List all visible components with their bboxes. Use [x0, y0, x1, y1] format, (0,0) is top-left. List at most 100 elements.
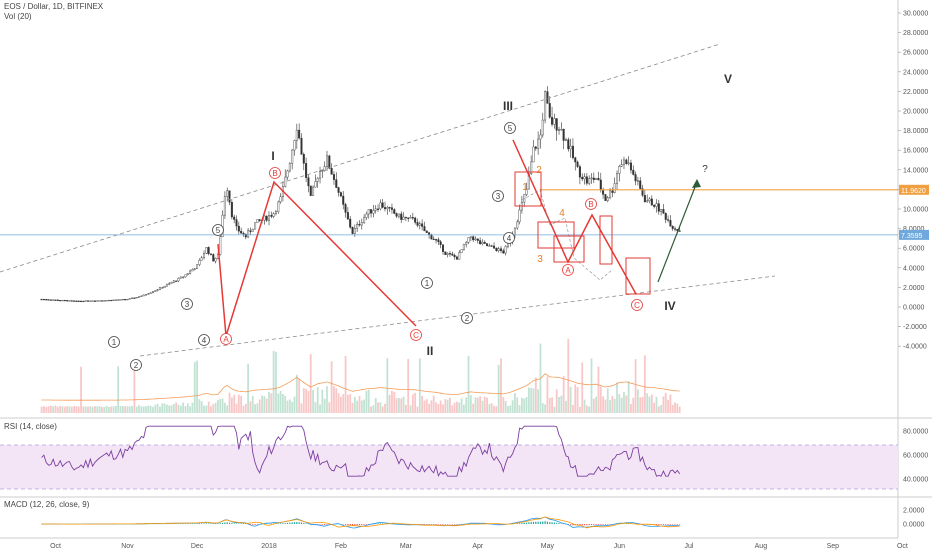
- candle-body: [277, 201, 280, 212]
- candle-body: [367, 209, 370, 215]
- macd-histogram-bar: [208, 523, 210, 524]
- macd-histogram-bar: [363, 524, 365, 525]
- candle-body: [481, 242, 484, 245]
- candle-body: [165, 284, 168, 287]
- candle-body: [93, 300, 96, 302]
- volume-bar: [358, 396, 361, 413]
- macd-histogram-bar: [674, 524, 676, 525]
- candle-body: [564, 139, 567, 141]
- wave-num-5-circle: [212, 224, 224, 236]
- candle-body: [544, 91, 547, 121]
- volume-bar: [667, 399, 669, 413]
- wave-letter-A2-circle: [562, 264, 574, 276]
- candle-body: [52, 299, 55, 301]
- macd-histogram-bar: [570, 524, 572, 525]
- candle-body: [205, 247, 208, 254]
- rsi-band: [0, 445, 898, 489]
- price-tick-label: 2.0000: [903, 285, 925, 292]
- volume-bar: [314, 402, 317, 413]
- candle-body: [416, 222, 419, 226]
- macd-histogram-bar: [456, 524, 458, 525]
- price-tick-label: 4.0000: [903, 265, 925, 272]
- wave-num-4b: 4: [507, 234, 512, 243]
- volume-bar: [70, 406, 73, 413]
- volume-indicator-label[interactable]: Vol (20): [4, 12, 32, 21]
- candle-body: [300, 137, 303, 155]
- candle-body: [151, 291, 154, 293]
- candle-body: [453, 254, 456, 258]
- volume-bar: [676, 403, 679, 413]
- macd-histogram-bar: [595, 524, 597, 525]
- candle-body: [149, 292, 152, 294]
- candle-body: [154, 290, 157, 292]
- wave-num-2-circle: [130, 359, 142, 371]
- macd-histogram-bar: [544, 521, 546, 524]
- volume-bar: [228, 392, 231, 413]
- candle-body: [163, 286, 166, 288]
- volume-bar: [476, 397, 479, 413]
- wave-num-1b: 1: [425, 279, 430, 288]
- volume-bar: [527, 387, 530, 413]
- candle-body: [158, 287, 161, 290]
- candle-body: [625, 159, 628, 164]
- macd-histogram-bar: [546, 521, 549, 524]
- volume-bar: [439, 400, 442, 413]
- macd-histogram-bar: [576, 524, 579, 526]
- macd-histogram-bar: [231, 523, 233, 524]
- volume-bar: [495, 406, 498, 413]
- candle-body: [228, 190, 231, 203]
- projection-arrow-head: [692, 179, 701, 188]
- candle-body: [611, 190, 614, 193]
- candle-body: [662, 209, 665, 214]
- macd-histogram-bar: [454, 524, 456, 525]
- candle-body: [669, 220, 672, 227]
- wave-num-1-circle: [108, 336, 120, 348]
- volume-bar: [286, 400, 289, 413]
- volume-bar: [581, 362, 584, 413]
- volume-bar: [333, 386, 335, 413]
- candle-body: [641, 188, 644, 196]
- candle-body: [82, 300, 85, 303]
- macd-histogram-bar: [655, 524, 658, 525]
- volume-bar: [68, 406, 71, 413]
- candle-body: [135, 296, 138, 299]
- candle-body: [107, 299, 110, 302]
- macd-histogram-bar: [319, 524, 321, 525]
- volume-bar: [483, 396, 486, 413]
- candle-body: [407, 217, 410, 219]
- candle-body: [175, 280, 178, 282]
- volume-bar: [128, 406, 131, 413]
- candle-body: [476, 238, 479, 241]
- candle-body: [209, 253, 212, 255]
- candle-body: [235, 219, 238, 227]
- candle-body: [212, 254, 215, 262]
- volume-bar: [416, 406, 419, 413]
- macd-histogram-bar: [662, 524, 665, 525]
- candle-body: [402, 216, 405, 220]
- volume-bar: [579, 406, 581, 413]
- macd-histogram-bar: [593, 524, 595, 525]
- volume-bar: [200, 401, 203, 413]
- macd-histogram-bar: [518, 523, 521, 524]
- candle-body: [432, 238, 435, 241]
- candle-body: [384, 207, 387, 210]
- rsi-indicator-label[interactable]: RSI (14, close): [4, 422, 57, 431]
- wave-num-5b: 5: [508, 124, 513, 133]
- volume-bar: [646, 393, 649, 413]
- candle-body: [349, 218, 352, 228]
- candle-body: [254, 222, 257, 230]
- volume-bar: [323, 398, 326, 413]
- volume-bar: [618, 394, 621, 413]
- macd-histogram-bar: [665, 524, 667, 525]
- volume-bar: [298, 378, 301, 413]
- volume-bar: [632, 397, 635, 413]
- candle-body: [400, 213, 403, 220]
- volume-bar: [372, 405, 375, 413]
- volume-bar: [342, 394, 345, 413]
- candle-body: [339, 192, 342, 197]
- volume-bar: [56, 406, 59, 413]
- macd-indicator-label[interactable]: MACD (12, 26, close, 9): [4, 500, 90, 509]
- volume-bar: [330, 361, 333, 413]
- candle-body: [571, 145, 574, 158]
